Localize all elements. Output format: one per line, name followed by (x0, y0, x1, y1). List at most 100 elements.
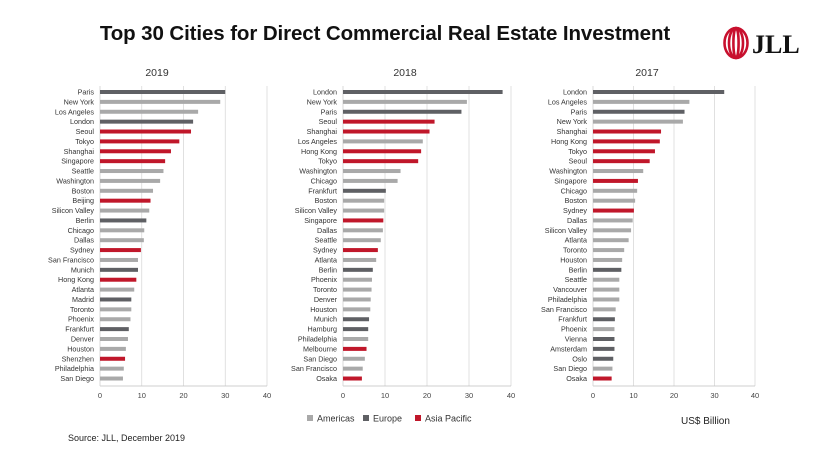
source-note: Source: JLL, December 2019 (68, 433, 186, 443)
category-label: Sydney (70, 246, 94, 255)
bar-tokyo (100, 139, 180, 144)
x-tick-label: 30 (465, 391, 473, 400)
bar-oslo (593, 356, 614, 361)
bar-washington (100, 178, 161, 183)
bar-san-diego (343, 356, 365, 361)
bar-atlanta (343, 257, 377, 262)
bar-washington (593, 169, 644, 174)
x-tick-label: 0 (98, 391, 102, 400)
bar-silicon-valley (100, 208, 150, 213)
bar-seoul (100, 129, 192, 134)
bar-frankfurt (343, 188, 386, 193)
category-label: New York (307, 97, 338, 106)
category-label: Paris (78, 88, 95, 97)
bar-singapore (593, 178, 638, 183)
category-label: Vienna (565, 335, 587, 344)
bar-tokyo (593, 149, 655, 154)
category-label: Philadelphia (55, 364, 94, 373)
chart-title-2017: 2017 (635, 67, 659, 79)
category-label: Shanghai (557, 127, 588, 136)
bar-vancouver (593, 287, 620, 292)
x-tick-label: 40 (751, 391, 759, 400)
bar-boston (100, 188, 154, 193)
jll-logo: JLL (722, 26, 822, 60)
bar-seoul (593, 159, 650, 164)
bar-hamburg (343, 327, 369, 332)
category-label: Toronto (70, 305, 94, 314)
category-label: Phoenix (311, 275, 337, 284)
category-label: Chicago (311, 176, 337, 185)
legend-swatch-europe (363, 415, 369, 421)
category-label: Philadelphia (298, 335, 337, 344)
bar-paris (593, 109, 685, 114)
category-label: New York (557, 117, 588, 126)
category-label: Washington (299, 167, 337, 176)
category-label: Singapore (304, 216, 337, 225)
bar-san-diego (593, 366, 613, 371)
category-label: Shanghai (307, 127, 338, 136)
category-label: Boston (315, 196, 337, 205)
category-label: Paris (571, 107, 588, 116)
bar-denver (343, 297, 371, 302)
bar-beijing (100, 198, 151, 203)
category-label: Osaka (316, 374, 337, 383)
category-label: Seoul (76, 127, 95, 136)
bar-shanghai (100, 149, 171, 154)
bar-madrid (100, 297, 132, 302)
category-label: Shanghai (64, 147, 95, 156)
category-label: Atlanta (315, 255, 337, 264)
category-label: Washington (56, 176, 94, 185)
bar-los-angeles (343, 139, 423, 144)
bar-philadelphia (343, 337, 369, 341)
category-label: Madrid (72, 295, 94, 304)
bar-phoenix (343, 277, 372, 282)
category-label: London (563, 88, 587, 97)
bar-toronto (593, 248, 625, 253)
category-label: Phoenix (561, 325, 587, 334)
bar-houston (100, 346, 126, 351)
bar-osaka (593, 376, 612, 381)
category-label: Paris (321, 107, 338, 116)
bar-san-francisco (100, 257, 138, 262)
category-label: Tokyo (318, 157, 337, 166)
bar-dallas (343, 228, 383, 233)
category-label: Houston (67, 344, 94, 353)
bar-tokyo (343, 159, 419, 164)
category-label: Tokyo (568, 147, 587, 156)
category-label: New York (64, 97, 95, 106)
category-label: Los Angeles (548, 97, 588, 106)
bar-melbourne (343, 346, 367, 351)
category-label: Frankfurt (65, 325, 94, 334)
category-label: Frankfurt (308, 186, 337, 195)
category-label: San Francisco (541, 305, 587, 314)
category-label: Sydney (313, 246, 337, 255)
bar-houston (593, 257, 623, 262)
bar-amsterdam (593, 346, 615, 351)
category-label: Hong Kong (301, 147, 337, 156)
bar-dallas (593, 218, 633, 223)
category-label: Shenzhen (62, 354, 94, 363)
bar-atlanta (593, 238, 629, 243)
bar-san-francisco (593, 307, 616, 312)
bar-new-york (593, 119, 683, 124)
chart-title-2019: 2019 (145, 67, 169, 79)
category-label: Berlin (319, 265, 337, 274)
bar-berlin (343, 267, 373, 272)
bar-philadelphia (593, 297, 620, 302)
category-label: Seattle (72, 167, 94, 176)
x-tick-label: 20 (179, 391, 187, 400)
bar-vienna (593, 337, 615, 341)
category-label: Seattle (315, 236, 337, 245)
legend-swatch-asia-pacific (415, 415, 421, 421)
bar-sydney (593, 208, 634, 213)
category-label: Berlin (569, 265, 587, 274)
category-label: Melbourne (303, 344, 337, 353)
category-label: Singapore (554, 176, 587, 185)
bar-phoenix (593, 327, 615, 332)
bar-hong-kong (100, 277, 137, 282)
category-label: Berlin (76, 216, 94, 225)
category-label: Denver (314, 295, 338, 304)
bar-seattle (100, 169, 164, 174)
bar-seattle (593, 277, 620, 282)
bar-san-francisco (343, 366, 363, 371)
